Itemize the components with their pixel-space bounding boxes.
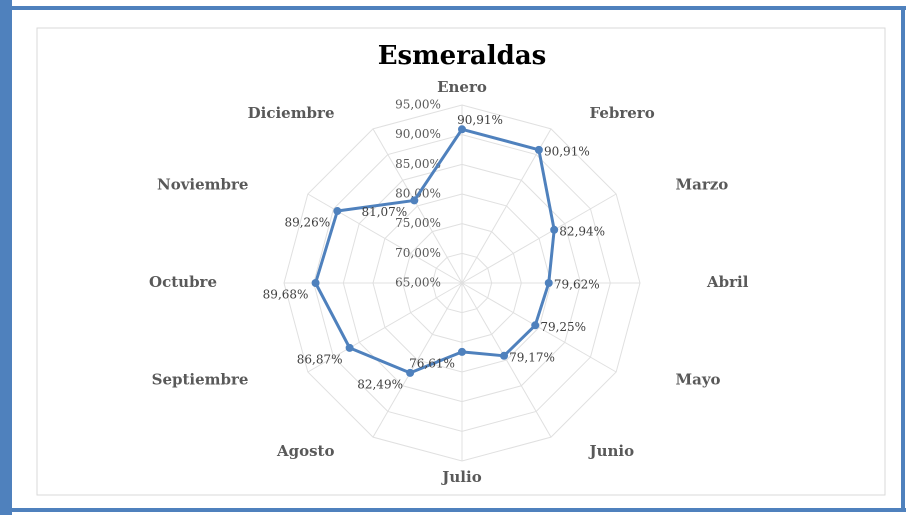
grid-spoke <box>307 282 463 373</box>
y-tick-label: 90,00% <box>395 127 441 141</box>
y-tick-label: 65,00% <box>395 276 441 290</box>
data-label: 90,91% <box>544 144 590 158</box>
data-point <box>550 225 559 234</box>
category-label: Mayo <box>676 371 721 389</box>
data-point <box>333 207 342 216</box>
data-label: 82,94% <box>559 224 605 238</box>
grid-spoke <box>461 193 617 284</box>
category-label: Junio <box>588 442 635 460</box>
y-tick-label: 75,00% <box>395 216 441 230</box>
data-point <box>544 279 553 287</box>
category-label: Julio <box>440 468 481 486</box>
data-label: 86,87% <box>297 352 343 366</box>
data-label: 79,62% <box>554 278 600 292</box>
category-label: Noviembre <box>157 176 248 194</box>
grid-spoke <box>307 193 463 284</box>
data-label: 89,68% <box>263 288 309 302</box>
grid-spoke <box>372 282 463 438</box>
category-label: Febrero <box>590 104 655 122</box>
category-label: Abril <box>706 273 749 291</box>
y-tick-label: 95,00% <box>395 98 441 112</box>
data-point <box>531 321 540 330</box>
data-label: 81,07% <box>361 205 407 219</box>
data-label: 79,17% <box>509 350 555 364</box>
frame-left <box>0 0 12 515</box>
category-label: Diciembre <box>248 104 335 122</box>
data-label: 79,25% <box>540 320 586 334</box>
data-point <box>311 279 320 287</box>
chart-title: Esmeraldas <box>378 41 547 71</box>
frame-bottom <box>0 508 906 512</box>
grid-spoke <box>372 128 463 284</box>
grid-spoke <box>461 282 617 373</box>
data-label: 82,49% <box>357 377 403 391</box>
data-point <box>345 343 354 352</box>
frame-top <box>0 6 906 10</box>
data-label: 89,26% <box>284 216 330 230</box>
y-tick-label: 85,00% <box>395 157 441 171</box>
frame-right <box>901 6 905 512</box>
data-point <box>406 368 415 377</box>
category-label: Marzo <box>676 176 729 194</box>
data-point <box>410 196 419 205</box>
data-point <box>534 145 543 154</box>
category-label: Agosto <box>276 442 335 460</box>
data-point <box>458 125 466 134</box>
chart-area <box>36 27 886 496</box>
grid-spoke <box>461 282 552 438</box>
category-label: Enero <box>437 78 487 96</box>
category-label: Octubre <box>149 273 217 291</box>
data-label: 90,91% <box>457 113 503 127</box>
data-label: 76,61% <box>409 356 455 370</box>
data-point <box>500 351 509 360</box>
y-tick-label: 70,00% <box>395 246 441 260</box>
category-label: Septiembre <box>152 371 249 389</box>
grid-spoke <box>461 128 552 284</box>
data-point <box>458 347 466 356</box>
